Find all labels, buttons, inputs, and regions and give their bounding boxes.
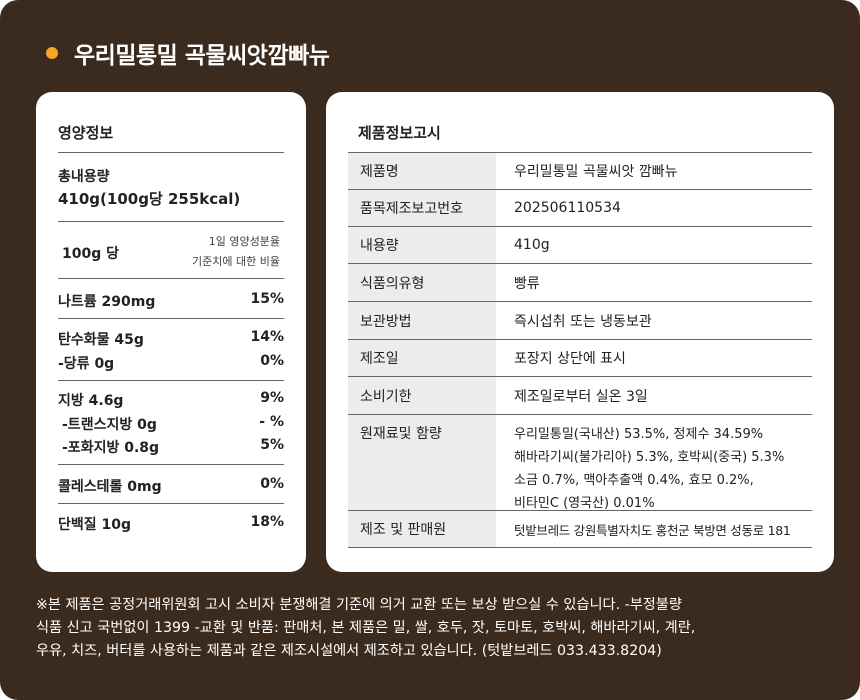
nutrient-name: 탄수화물 45g — [58, 332, 144, 348]
nutrient-pct: 9% — [260, 390, 284, 406]
nutrient-name: 지방 4.6g — [58, 393, 124, 409]
ingredient-line: 소금 0.7%, 맥아추출액 0.4%, 효모 0.2%, — [514, 473, 754, 488]
nutrient-pct: 18% — [250, 514, 284, 530]
info-row: 원재료및 함량 우리밀통밀(국내산) 53.5%, 정제수 34.59% 해바라… — [348, 415, 812, 511]
info-label: 원재료및 함량 — [348, 415, 496, 510]
info-value: 202506110534 — [514, 200, 621, 216]
disclaimer-text: ※본 제품은 공정거래위원회 고시 소비자 분쟁해결 기준에 의거 교환 또는 … — [36, 594, 836, 663]
nutrient-pct: - % — [259, 414, 284, 430]
divider — [58, 318, 284, 319]
info-row: 제조일 포장지 상단에 표시 — [348, 340, 812, 377]
divider — [58, 380, 284, 381]
divider — [58, 464, 284, 465]
nutrient-name: -당류 0g — [58, 356, 115, 372]
bullet-dot-icon — [46, 47, 58, 59]
total-value: 410g(100g당 255kcal) — [58, 190, 241, 208]
nutrition-panel: 영양정보 총내용량 410g(100g당 255kcal) 100g 당 1일 … — [36, 92, 306, 572]
nutrient-name: -포화지방 0.8g — [62, 440, 160, 456]
nutrient-name: -트랜스지방 0g — [62, 417, 157, 433]
info-label: 보관방법 — [348, 302, 496, 339]
nutrient-name: 나트륨 290mg — [58, 294, 156, 310]
divider — [58, 221, 284, 222]
nutrient-pct: 14% — [250, 329, 284, 345]
ingredient-line: 우리밀통밀(국내산) 53.5%, 정제수 34.59% — [514, 427, 764, 442]
nutrient-pct: 5% — [260, 437, 284, 453]
info-value: 포장지 상단에 표시 — [514, 351, 626, 367]
info-row: 식품의유형 빵류 — [348, 264, 812, 302]
divider — [58, 152, 284, 153]
info-value: 우리밀통밀(국내산) 53.5%, 정제수 34.59% 해바라기씨(불가리아)… — [512, 415, 812, 511]
info-value: 빵류 — [514, 275, 540, 292]
info-label: 식품의유형 — [348, 264, 496, 301]
info-label: 소비기한 — [348, 377, 496, 414]
product-info-panel: 제품정보고시 제품명 우리밀통밀 곡물씨앗 깜빠뉴 품목제조보고번호 20250… — [326, 92, 834, 572]
divider — [348, 152, 812, 153]
nutrient-pct: 15% — [250, 291, 284, 307]
info-value: 즉시섭취 또는 냉동보관 — [514, 313, 652, 330]
divider — [58, 278, 284, 279]
info-label: 제조일 — [348, 340, 496, 376]
info-label: 제품명 — [348, 153, 496, 189]
info-row: 제조 및 판매원 텃밭브레드 강원특별자치도 홍천군 북방면 성동로 181 — [348, 511, 812, 548]
dv-header-line1: 1일 영양성분율 — [208, 235, 280, 248]
total-label: 총내용량 — [58, 169, 110, 185]
nutrient-pct: 0% — [260, 353, 284, 369]
disclaimer-line: 식품 신고 국번없이 1399 -교환 및 반품: 판매처, 본 제품은 밀, … — [36, 620, 696, 636]
info-row: 보관방법 즉시섭취 또는 냉동보관 — [348, 302, 812, 340]
info-value: 제조일로부터 실온 3일 — [514, 388, 648, 405]
product-title: 우리밀통밀 곡물씨앗깜빠뉴 — [74, 43, 330, 69]
info-row: 내용량 410g — [348, 227, 812, 264]
info-row: 소비기한 제조일로부터 실온 3일 — [348, 377, 812, 415]
ingredient-line: 비타민C (영국산) 0.01% — [514, 496, 655, 511]
disclaimer-line: 우유, 치즈, 버터를 사용하는 제품과 같은 제조시설에서 제조하고 있습니다… — [36, 643, 662, 659]
nutrient-name: 단백질 10g — [58, 517, 132, 533]
dv-header-line2: 기준치에 대한 비율 — [192, 255, 280, 268]
info-label: 내용량 — [348, 227, 496, 263]
nutrition-heading: 영양정보 — [58, 124, 114, 142]
info-value: 텃밭브레드 강원특별자치도 홍천군 북방면 성동로 181 — [514, 522, 791, 538]
info-row: 제품명 우리밀통밀 곡물씨앗 깜빠뉴 — [348, 153, 812, 190]
info-value: 우리밀통밀 곡물씨앗 깜빠뉴 — [514, 164, 678, 180]
nutrient-name: 콜레스테롤 0mg — [58, 479, 162, 495]
info-value: 410g — [514, 237, 550, 253]
disclaimer-line: ※본 제품은 공정거래위원회 고시 소비자 분쟁해결 기준에 의거 교환 또는 … — [36, 597, 682, 613]
divider — [58, 503, 284, 504]
ingredient-line: 해바라기씨(불가리아) 5.3%, 호박씨(중국) 5.3% — [514, 450, 785, 465]
info-label: 제조 및 판매원 — [348, 511, 496, 547]
per-label: 100g 당 — [62, 246, 119, 262]
info-row: 품목제조보고번호 202506110534 — [348, 190, 812, 227]
nutrient-pct: 0% — [260, 476, 284, 492]
info-label: 품목제조보고번호 — [348, 190, 496, 226]
product-heading: 제품정보고시 — [358, 124, 441, 142]
dv-header: 1일 영양성분율 기준치에 대한 비율 — [192, 232, 280, 272]
title-row: 우리밀통밀 곡물씨앗깜빠뉴 — [46, 36, 330, 70]
